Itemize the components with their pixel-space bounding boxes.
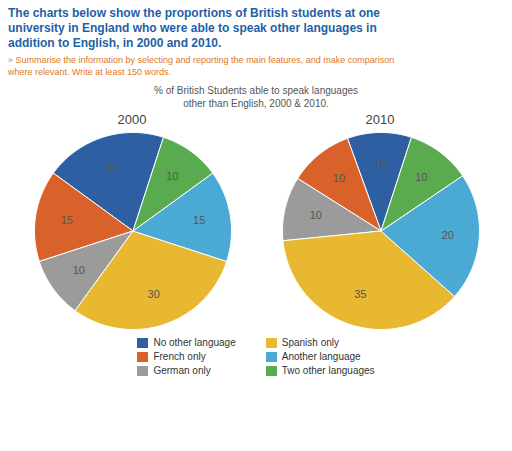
- html-text:French only: French only: [153, 351, 206, 362]
- svg-text:15: 15: [60, 214, 72, 226]
- html-text:% of British Students able to: % of British Students able to speak lang…: [154, 85, 358, 109]
- svg-text:10: 10: [72, 264, 84, 276]
- svg-text:10: 10: [332, 172, 344, 184]
- svg-text:20: 20: [441, 229, 453, 241]
- html-text:The charts below show the prop: The charts below show the proportions of…: [8, 6, 380, 50]
- svg-text:30: 30: [147, 288, 159, 300]
- svg-text:20: 20: [106, 161, 118, 173]
- svg-text:10: 10: [373, 158, 385, 170]
- html-text:German only: German only: [153, 365, 211, 376]
- html-text:Spanish only: Spanish only: [281, 337, 339, 348]
- html-text:No other language: No other language: [153, 337, 236, 348]
- svg-text:10: 10: [166, 170, 178, 182]
- svg-text:10: 10: [415, 171, 427, 183]
- html-text:2010: 2010: [365, 112, 395, 127]
- html-text:2000: 2000: [117, 112, 147, 127]
- svg-text:35: 35: [354, 288, 366, 300]
- html-text:» Summarise the information by: » Summarise the information by selecting…: [8, 55, 395, 77]
- html-text:Two other languages: Two other languages: [281, 365, 375, 376]
- svg-text:15: 15: [193, 214, 205, 226]
- html-text:Another language: Another language: [281, 351, 361, 362]
- svg-text:10: 10: [309, 209, 321, 221]
